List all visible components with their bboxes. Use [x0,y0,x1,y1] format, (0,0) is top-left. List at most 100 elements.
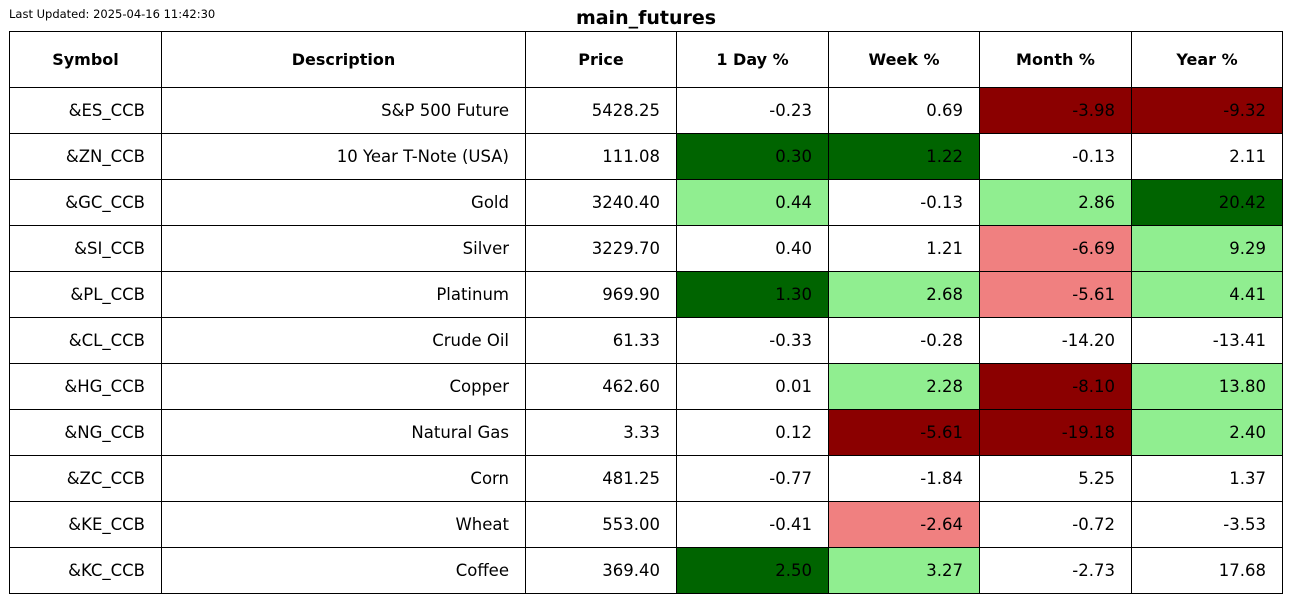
description-cell: Crude Oil [161,317,526,364]
month-change-cell: 2.86 [979,179,1132,226]
table-row: &KC_CCB Coffee 369.40 2.50 3.27 -2.73 17.68 [9,547,1283,594]
price-cell: 3229.70 [525,225,677,272]
week-change-cell: 1.21 [828,225,980,272]
symbol-cell: &NG_CCB [9,409,162,456]
price-cell: 111.08 [525,133,677,180]
week-change-cell: 2.68 [828,271,980,318]
price-cell: 3.33 [525,409,677,456]
month-change-cell: -0.13 [979,133,1132,180]
day-change-cell: 0.40 [676,225,829,272]
day-change-cell: 0.44 [676,179,829,226]
year-change-cell: -3.53 [1131,501,1283,548]
week-change-cell: -5.61 [828,409,980,456]
symbol-cell: &KE_CCB [9,501,162,548]
price-cell: 3240.40 [525,179,677,226]
table-body: &ES_CCB S&P 500 Future 5428.25 -0.23 0.69 -3.… [9,87,1283,594]
day-change-cell: 0.30 [676,133,829,180]
table-row: &ZC_CCB Corn 481.25 -0.77 -1.84 5.25 1.37 [9,455,1283,502]
week-change-cell: -2.64 [828,501,980,548]
month-change-cell: -6.69 [979,225,1132,272]
description-cell: Wheat [161,501,526,548]
month-change-cell: -14.20 [979,317,1132,364]
column-header-month-pct: Month % [979,31,1132,88]
symbol-cell: &GC_CCB [9,179,162,226]
symbol-cell: &ES_CCB [9,87,162,134]
year-change-cell: -9.32 [1131,87,1283,134]
day-change-cell: 0.12 [676,409,829,456]
price-cell: 5428.25 [525,87,677,134]
column-header-year-pct: Year % [1131,31,1283,88]
table-row: &ES_CCB S&P 500 Future 5428.25 -0.23 0.69 -3.… [9,87,1283,134]
description-cell: 10 Year T-Note (USA) [161,133,526,180]
column-header-description: Description [161,31,526,88]
day-change-cell: -0.23 [676,87,829,134]
month-change-cell: -0.72 [979,501,1132,548]
symbol-cell: &ZC_CCB [9,455,162,502]
symbol-cell: &KC_CCB [9,547,162,594]
table-row: &GC_CCB Gold 3240.40 0.44 -0.13 2.86 20.42 [9,179,1283,226]
year-change-cell: 17.68 [1131,547,1283,594]
week-change-cell: -1.84 [828,455,980,502]
price-cell: 462.60 [525,363,677,410]
description-cell: Natural Gas [161,409,526,456]
week-change-cell: 3.27 [828,547,980,594]
symbol-cell: &CL_CCB [9,317,162,364]
month-change-cell: 5.25 [979,455,1132,502]
year-change-cell: 4.41 [1131,271,1283,318]
description-cell: Gold [161,179,526,226]
table-row: &PL_CCB Platinum 969.90 1.30 2.68 -5.61 4.41 [9,271,1283,318]
description-cell: Coffee [161,547,526,594]
column-header-symbol: Symbol [9,31,162,88]
day-change-cell: 1.30 [676,271,829,318]
description-cell: Platinum [161,271,526,318]
table-row: &ZN_CCB 10 Year T-Note (USA) 111.08 0.30 1.2… [9,133,1283,180]
price-cell: 369.40 [525,547,677,594]
week-change-cell: 0.69 [828,87,980,134]
price-cell: 481.25 [525,455,677,502]
week-change-cell: -0.28 [828,317,980,364]
week-change-cell: 2.28 [828,363,980,410]
table-title: main_futures [575,7,717,29]
month-change-cell: -5.61 [979,271,1132,318]
description-cell: Corn [161,455,526,502]
year-change-cell: 9.29 [1131,225,1283,272]
week-change-cell: -0.13 [828,179,980,226]
day-change-cell: -0.77 [676,455,829,502]
month-change-cell: -8.10 [979,363,1132,410]
month-change-cell: -3.98 [979,87,1132,134]
symbol-cell: &SI_CCB [9,225,162,272]
table-row: &CL_CCB Crude Oil 61.33 -0.33 -0.28 -14.20 -13… [9,317,1283,364]
day-change-cell: 0.01 [676,363,829,410]
last-updated-timestamp: Last Updated: 2025-04-16 11:42:30 [9,7,216,21]
table-row: &NG_CCB Natural Gas 3.33 0.12 -5.61 -19.18 2.4… [9,409,1283,456]
day-change-cell: -0.33 [676,317,829,364]
symbol-cell: &ZN_CCB [9,133,162,180]
column-header-1-day-pct: 1 Day % [676,31,829,88]
symbol-cell: &HG_CCB [9,363,162,410]
table-row: &HG_CCB Copper 462.60 0.01 2.28 -8.10 13.80 [9,363,1283,410]
description-cell: S&P 500 Future [161,87,526,134]
price-cell: 553.00 [525,501,677,548]
year-change-cell: 2.40 [1131,409,1283,456]
price-cell: 61.33 [525,317,677,364]
year-change-cell: 13.80 [1131,363,1283,410]
symbol-cell: &PL_CCB [9,271,162,318]
table-row: &SI_CCB Silver 3229.70 0.40 1.21 -6.69 9.29 [9,225,1283,272]
day-change-cell: -0.41 [676,501,829,548]
price-cell: 969.90 [525,271,677,318]
description-cell: Silver [161,225,526,272]
month-change-cell: -19.18 [979,409,1132,456]
year-change-cell: 2.11 [1131,133,1283,180]
column-header-price: Price [525,31,677,88]
table-row: &KE_CCB Wheat 553.00 -0.41 -2.64 -0.72 -3.53 [9,501,1283,548]
day-change-cell: 2.50 [676,547,829,594]
year-change-cell: 20.42 [1131,179,1283,226]
description-cell: Copper [161,363,526,410]
header-row: Symbol Description Price 1 Day % Week % … [9,31,1283,88]
year-change-cell: -13.41 [1131,317,1283,364]
week-change-cell: 1.22 [828,133,980,180]
year-change-cell: 1.37 [1131,455,1283,502]
column-header-week-pct: Week % [828,31,980,88]
futures-table: Symbol Description Price 1 Day % Week % … [9,31,1283,594]
month-change-cell: -2.73 [979,547,1132,594]
